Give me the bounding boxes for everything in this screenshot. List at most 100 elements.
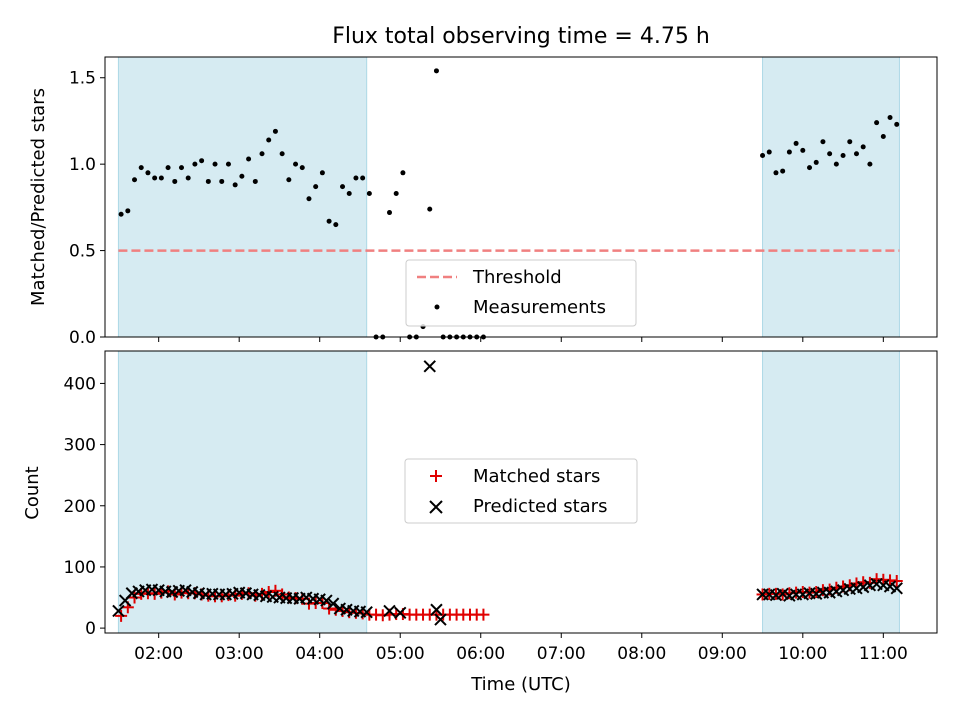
measurement-point xyxy=(192,161,198,167)
x-tick-label: 07:00 xyxy=(537,644,586,664)
measurement-point xyxy=(225,161,231,167)
measurement-point xyxy=(138,165,144,171)
top-shaded-interval xyxy=(117,56,368,338)
measurement-point xyxy=(199,158,205,164)
legend-matched-swatch xyxy=(430,470,442,482)
measurement-point xyxy=(293,161,299,167)
legend-measurements-swatch xyxy=(434,304,440,310)
bottom-legend: Matched stars Predicted stars xyxy=(404,458,638,524)
matched-star-point xyxy=(863,576,876,589)
measurement-point xyxy=(212,161,218,167)
measurement-point xyxy=(800,147,806,153)
measurement-point xyxy=(780,168,786,174)
measurement-point xyxy=(793,140,799,146)
top-y-tick-label: 1.5 xyxy=(69,69,96,89)
measurement-point xyxy=(820,139,826,145)
predicted-star-point xyxy=(383,604,396,618)
measurement-point xyxy=(252,178,258,184)
measurement-point xyxy=(393,191,399,197)
top-legend: Threshold Measurements xyxy=(405,259,637,327)
top-y-tick-label: 0.5 xyxy=(69,242,96,262)
top-shaded-interval xyxy=(762,56,900,338)
legend-matched-label: Matched stars xyxy=(473,466,600,487)
predicted-star-point xyxy=(112,604,125,618)
measurement-point xyxy=(847,139,853,145)
measurement-point xyxy=(246,156,252,162)
x-tick-label: 06:00 xyxy=(456,644,505,664)
predicted-star-point xyxy=(326,597,340,610)
measurement-point xyxy=(299,165,305,171)
measurement-point xyxy=(807,165,813,171)
measurement-point xyxy=(165,165,171,171)
measurement-point xyxy=(319,170,325,176)
measurement-point xyxy=(786,149,792,155)
measurement-point xyxy=(874,120,880,126)
measurement-point xyxy=(306,196,312,202)
measurement-point xyxy=(773,170,779,176)
bottom-axes-frame xyxy=(104,350,938,634)
bottom-panel: 0 100 200 300 400 02:00 03:00 04:00 05:00 06:00 07… xyxy=(22,350,938,695)
matched-star-point xyxy=(128,591,141,604)
matched-star-point xyxy=(810,586,823,599)
measurement-point xyxy=(860,144,866,150)
x-tick-label: 08:00 xyxy=(617,644,666,664)
matched-star-point xyxy=(477,608,490,621)
measurement-point xyxy=(172,178,178,184)
measurement-point xyxy=(360,175,366,181)
measurement-point xyxy=(185,175,191,181)
measurement-point xyxy=(313,184,319,190)
bottom-y-tick-label: 100 xyxy=(64,558,96,578)
top-y-axis-label: Matched/Predicted stars xyxy=(28,88,49,306)
measurement-point xyxy=(259,151,265,157)
matched-star-point xyxy=(115,609,128,622)
measurement-point xyxy=(827,151,833,157)
measurement-point xyxy=(272,128,278,134)
measurement-point xyxy=(205,178,211,184)
x-tick-label: 05:00 xyxy=(376,644,425,664)
measurement-point xyxy=(145,170,151,176)
measurement-point xyxy=(158,175,164,181)
measurement-point xyxy=(813,159,819,165)
measurement-point xyxy=(232,182,238,188)
measurement-point xyxy=(286,177,292,183)
x-tick-label: 11:00 xyxy=(859,644,908,664)
top-y-tick-label: 0.0 xyxy=(69,328,96,348)
measurement-point xyxy=(333,222,339,228)
x-tick-label: 02:00 xyxy=(134,644,183,664)
predicted-star-point xyxy=(434,613,447,626)
legend-predicted-label: Predicted stars xyxy=(473,496,607,517)
predicted-star-point xyxy=(423,360,436,373)
measurement-point xyxy=(760,153,766,159)
measurement-point xyxy=(400,170,406,176)
predicted-star-point xyxy=(360,605,373,619)
x-tick-label: 04:00 xyxy=(295,644,344,664)
measurement-point xyxy=(266,137,272,143)
measurement-point xyxy=(766,149,772,155)
measurement-point xyxy=(366,191,372,197)
measurement-point xyxy=(118,211,124,217)
measurement-point xyxy=(239,173,245,179)
x-tick-label: 03:00 xyxy=(215,644,264,664)
measurement-point xyxy=(279,151,285,157)
top-y-tick-label: 1.0 xyxy=(69,155,96,175)
measurement-point xyxy=(326,218,332,224)
measurement-point xyxy=(433,68,439,74)
x-tick-label: 09:00 xyxy=(698,644,747,664)
bottom-y-tick-label: 0 xyxy=(85,619,96,639)
measurement-point xyxy=(887,114,893,120)
predicted-star-point xyxy=(430,603,443,616)
measurement-point xyxy=(386,210,392,216)
bottom-y-tick-label: 300 xyxy=(64,436,96,456)
measurement-point xyxy=(132,177,138,183)
measurement-point xyxy=(340,184,346,190)
measurement-point xyxy=(219,178,225,184)
measurement-point xyxy=(867,161,873,167)
legend-threshold-label: Threshold xyxy=(472,267,562,288)
predicted-star-point xyxy=(320,594,333,607)
top-chart-title: Flux total observing time = 4.75 h xyxy=(332,24,710,49)
measurement-point xyxy=(853,151,859,157)
measurement-point xyxy=(346,191,352,197)
legend-measurements-label: Measurements xyxy=(473,297,606,318)
measurement-point xyxy=(894,121,900,127)
